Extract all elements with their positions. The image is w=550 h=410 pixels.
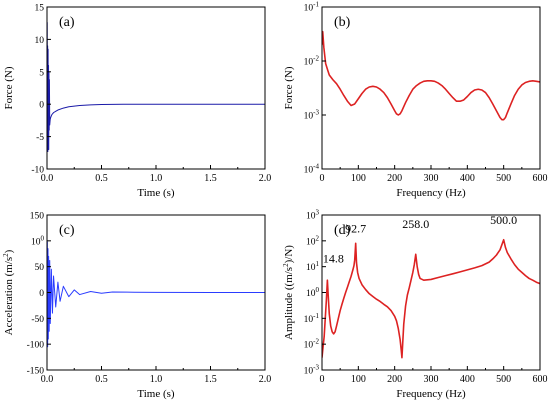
panel-d-annotation-0: 14.8 xyxy=(323,252,344,266)
panel-d-xtick-label: 300 xyxy=(424,374,439,385)
panel-a-ytick-label: 10 xyxy=(35,36,45,46)
panel-b-xtick-label: 600 xyxy=(533,173,548,184)
panel-b-label: (b) xyxy=(334,15,351,30)
panel-a-ticks: 0.0 0.5 1.0 1.5 2.0 -10 -5 0 5 10 15 xyxy=(31,4,271,185)
panel-d-series xyxy=(322,238,540,359)
panel-c-ylabel: Acceleration (m/s2) xyxy=(2,249,15,335)
panel-c-label: (c) xyxy=(59,223,75,238)
panel-b-xtick-label: 400 xyxy=(460,173,475,184)
panel-d-ytick-label: 102 xyxy=(306,234,320,247)
panel-a-series xyxy=(47,22,265,152)
panel-d-xtick-label: 400 xyxy=(460,374,475,385)
panel-a-ytick-label: 0 xyxy=(39,101,44,111)
panel-c-xtick-label: 1.5 xyxy=(204,374,217,385)
panel-b-xtick-label: 200 xyxy=(387,173,402,184)
panel-b-ylabel: Force (N) xyxy=(283,66,295,109)
panel-c-ytick-label: 150 xyxy=(30,212,45,222)
panel-a-xtick-label: 2.0 xyxy=(259,173,272,184)
panel-a-xtick-label: 1.5 xyxy=(204,173,217,184)
panel-b-ytick-label: 10-2 xyxy=(304,55,320,68)
panel-d-xlabel: Frequency (Hz) xyxy=(396,388,466,400)
panel-a-series-line-0 xyxy=(47,22,265,152)
panel-b-xtick-label: 500 xyxy=(496,173,511,184)
panel-d-ylabel: Amplitude ((m/s2)/N) xyxy=(282,245,295,340)
panel-d-xtick-label: 200 xyxy=(387,374,402,385)
panel-b-ytick-label: 10-4 xyxy=(304,163,320,176)
panel-d-annotation-3: 500.0 xyxy=(490,213,517,227)
panel-d-annotation-2: 258.0 xyxy=(402,217,429,231)
panel-d-ytick-label: 101 xyxy=(306,260,320,273)
panel-b-ticks: 0 100 200 300 400 500 600 10-4 10-3 10-2 10-1 xyxy=(304,1,548,185)
panel-c-xtick-label: 2.0 xyxy=(259,374,272,385)
panel-d-xtick-label: 500 xyxy=(496,374,511,385)
panel-b-xlabel: Frequency (Hz) xyxy=(396,187,466,199)
panel-a-xtick-label: 0.0 xyxy=(41,173,54,184)
panel-d-label: (d) xyxy=(334,223,351,238)
panel-c-xtick-label: 1.0 xyxy=(150,374,163,385)
panel-c-ytick-label: -150 xyxy=(27,367,45,377)
panel-b-frame xyxy=(321,6,541,170)
panel-c-xtick-label: 0.0 xyxy=(41,374,54,385)
panel-d-xtick-label: 600 xyxy=(533,374,548,385)
panel-c-ticks: 0.0 0.5 1.0 1.5 2.0 -150 -100 -50 0 50 100 150 xyxy=(27,212,272,386)
panel-c-series xyxy=(47,241,265,348)
panel-b-xtick-label: 0 xyxy=(320,173,325,184)
panel-c-ytick-label: -50 xyxy=(31,315,44,325)
panel-d-ticks: 0 100 200 300 400 500 600 10-3 10-2 10-1 100 101 102… xyxy=(304,209,548,386)
panel-d-annotations: 14.8 92.7 258.0 500.0 xyxy=(323,213,517,266)
panel-d-ytick-label: 10-2 xyxy=(304,338,320,351)
panel-a-label: (a) xyxy=(59,15,75,30)
panel-c-series-line-0 xyxy=(47,241,265,348)
panel-d-ytick-label: 103 xyxy=(306,209,320,222)
panel-a-ytick-label: 5 xyxy=(39,68,44,78)
panel-a-ytick-label: -10 xyxy=(31,166,44,176)
panel-d-frame xyxy=(321,214,541,371)
panel-d-xtick-label: 100 xyxy=(351,374,366,385)
panel-a-ytick-label: 15 xyxy=(35,4,45,14)
panel-d-xtick-label: 0 xyxy=(320,374,325,385)
panel-d-ytick-label: 100 xyxy=(306,286,320,299)
panel-d-annotation-1: 92.7 xyxy=(345,221,366,235)
panel-a-xtick-label: 0.5 xyxy=(95,173,108,184)
panel-c-xlabel: Time (s) xyxy=(137,388,175,400)
panel-d-series-line-0 xyxy=(322,238,540,359)
panel-b-xtick-label: 300 xyxy=(424,173,439,184)
panel-b-series-line-0 xyxy=(322,30,540,121)
panel-b-ytick-label: 10-3 xyxy=(304,109,320,122)
panel-b-xtick-label: 100 xyxy=(351,173,366,184)
panel-d: 0 100 200 300 400 500 600 10-3 10-2 10-1 100 101 102… xyxy=(282,209,548,401)
panel-a-xlabel: Time (s) xyxy=(137,187,175,199)
panel-a-frame xyxy=(46,6,266,170)
panel-b-series xyxy=(322,30,540,121)
panel-a-xtick-label: 1.0 xyxy=(150,173,163,184)
panel-c-ytick-label: -100 xyxy=(27,341,45,351)
panel-c-xtick-label: 0.5 xyxy=(95,374,108,385)
panel-c-ytick-label: 50 xyxy=(35,263,45,273)
panel-c-ytick-label: 0 xyxy=(39,289,44,299)
panel-d-ytick-label: 10-3 xyxy=(304,364,320,377)
panel-b-ytick-label: 10-1 xyxy=(304,1,320,14)
panel-a-ylabel: Force (N) xyxy=(3,66,15,109)
panel-d-ytick-label: 10-1 xyxy=(304,312,320,325)
panel-a-ytick-label: -5 xyxy=(36,133,44,143)
panel-c-ytick-label: 100 xyxy=(31,234,45,247)
